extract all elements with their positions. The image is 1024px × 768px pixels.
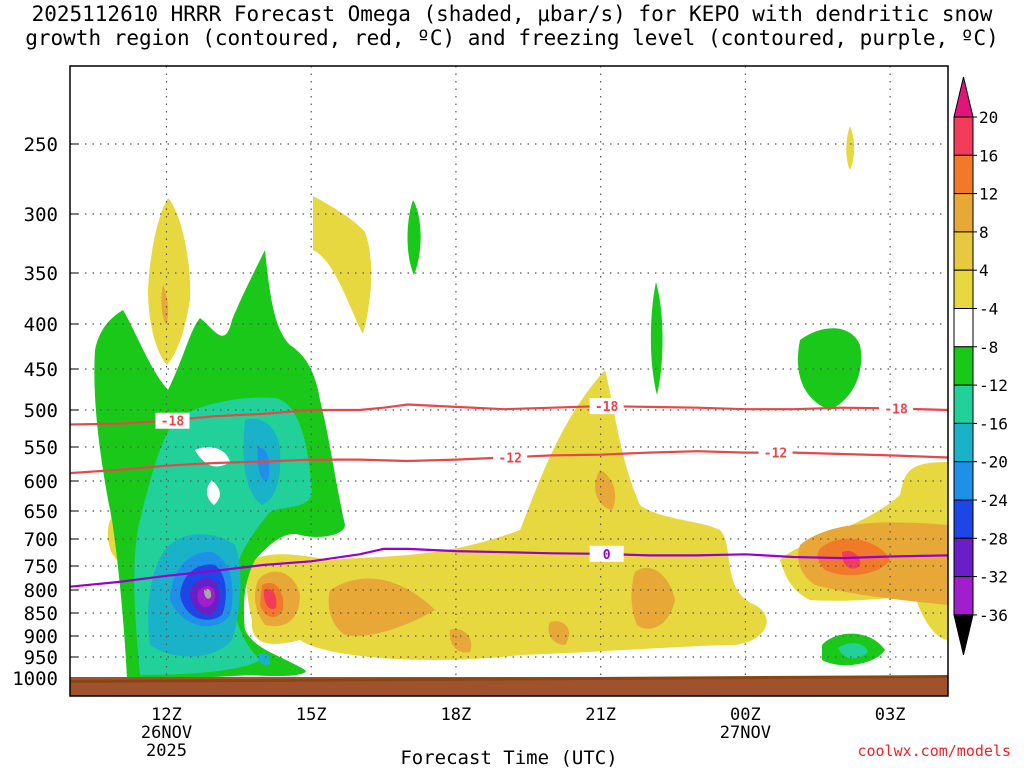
colorbar-label: -4 [979, 300, 998, 319]
colorbar-swatch [953, 154, 974, 195]
omega-region-negative-cyan-bottom [257, 653, 271, 665]
x-tick-year: 2025 [146, 741, 187, 761]
colorbar-swatch [953, 193, 974, 233]
contour-label: -18 [161, 415, 185, 430]
chart-title: 2025112610 HRRR Forecast Omega (shaded, … [25, 2, 999, 50]
colorbar-bottom-arrow [953, 614, 974, 656]
colorbar-swatch [953, 422, 974, 463]
y-tick-label: 350 [24, 263, 58, 285]
colorbar-swatch [953, 116, 974, 156]
y-tick-label: 300 [24, 204, 58, 226]
colorbar-label: -32 [979, 568, 1008, 587]
omega-region-positive-upper-mid [313, 196, 372, 334]
x-axis-label: Forecast Time (UTC) [400, 747, 617, 768]
colorbar-label: 16 [979, 146, 998, 165]
colorbar-swatch [953, 269, 974, 310]
y-axis-ticks: 2503003504004505005506006507007508008509… [12, 134, 78, 690]
y-tick-label: 900 [24, 626, 58, 648]
colorbar-label: -20 [979, 453, 1008, 472]
contour-label-bg [879, 400, 914, 417]
omega-region-positive-upper-left [148, 198, 191, 365]
contour-label: -18 [595, 400, 619, 415]
omega-region-negative-cyan-lower-right [838, 643, 868, 659]
colorbar-label: -16 [979, 414, 1008, 433]
colorbar-label: -8 [979, 338, 998, 357]
omega-region-hole-1 [206, 480, 220, 505]
y-tick-label: 450 [24, 359, 58, 381]
omega-region-negative-upper-1 [407, 200, 421, 275]
y-tick-label: 850 [24, 603, 58, 625]
colorbar-top-arrow [953, 76, 974, 118]
omega-region-orange-2 [328, 578, 435, 636]
colorbar-label: 8 [979, 223, 989, 242]
x-tick-label: 18Z [441, 705, 472, 725]
contour-label-bg [493, 449, 528, 466]
colorbar: 20 16 12 8 4 -4 -8 -12 -16 -20 -24 -28 -32 -36 [953, 76, 1008, 656]
omega-region-orange-6 [449, 629, 472, 653]
colorbar-label: -12 [979, 376, 1008, 395]
y-tick-label: 600 [24, 471, 58, 493]
y-tick-label: 550 [24, 437, 58, 459]
y-tick-label: 250 [24, 134, 58, 156]
omega-region-negative-gray [204, 588, 212, 599]
omega-region-orange-3 [631, 567, 675, 629]
colorbar-swatch [953, 384, 974, 424]
x-tick-label: 03Z [875, 705, 906, 725]
credit-text: coolwx.com/models [857, 742, 1011, 760]
contour-label-bg [589, 545, 624, 562]
colorbar-swatch [953, 499, 974, 539]
colorbar-label: 4 [979, 261, 989, 280]
y-tick-label: 700 [24, 529, 58, 551]
colorbar-label: -24 [979, 491, 1008, 510]
colorbar-label: -28 [979, 529, 1008, 548]
omega-region-red-2 [842, 550, 861, 569]
x-tick-label: 15Z [296, 705, 327, 725]
colorbar-label: 12 [979, 185, 998, 204]
contour-label-bg [589, 398, 624, 415]
colorbar-label: 20 [979, 108, 998, 127]
contour-label: -12 [764, 447, 787, 462]
omega-shading [94, 126, 948, 678]
colorbar-swatch [953, 308, 974, 348]
y-tick-label: 400 [24, 314, 58, 336]
omega-region-hole-2 [195, 447, 230, 467]
omega-region-red-1 [263, 588, 277, 610]
colorbar-swatch [953, 346, 974, 386]
omega-region-negative-upper-3 [797, 328, 862, 410]
omega-region-orange-7 [548, 621, 570, 645]
contour-dgz--18 [70, 403, 948, 426]
x-tick-label: 21Z [585, 705, 616, 725]
ground-top-edge [70, 675, 948, 683]
y-tick-label: 650 [24, 501, 58, 523]
y-tick-label: 950 [24, 647, 58, 669]
y-tick-label: 1000 [12, 668, 58, 690]
grid [70, 66, 948, 696]
y-tick-label: 800 [24, 580, 58, 602]
contour-freezing-level-0 [70, 547, 948, 588]
contour-label: -18 [884, 402, 908, 417]
plot-frame [69, 65, 949, 697]
contour-label: 0 [603, 548, 611, 563]
x-tick-label: 00Z [730, 705, 761, 725]
contour-label-bg [155, 412, 190, 429]
colorbar-label: -36 [979, 606, 1008, 625]
x-tick-date: 27NOV [720, 723, 771, 743]
colorbar-swatch [953, 537, 974, 578]
colorbar-swatch [953, 576, 974, 616]
contour-lines: -18 -18 -18 -12 -12 0 [70, 398, 948, 588]
colorbar-swatch [953, 461, 974, 501]
y-tick-label: 750 [24, 556, 58, 578]
colorbar-swatch [953, 231, 974, 271]
x-tick-label: 12Z [151, 705, 182, 725]
omega-region-negative-lightblue-2 [257, 447, 270, 481]
omega-region-positive-tiny-top [846, 126, 855, 170]
contour-label: -12 [498, 452, 521, 467]
x-tick-date: 26NOV [141, 723, 192, 743]
contour-label-bg [758, 444, 793, 461]
omega-region-negative-upper-2 [650, 282, 663, 395]
y-tick-label: 500 [24, 400, 58, 422]
